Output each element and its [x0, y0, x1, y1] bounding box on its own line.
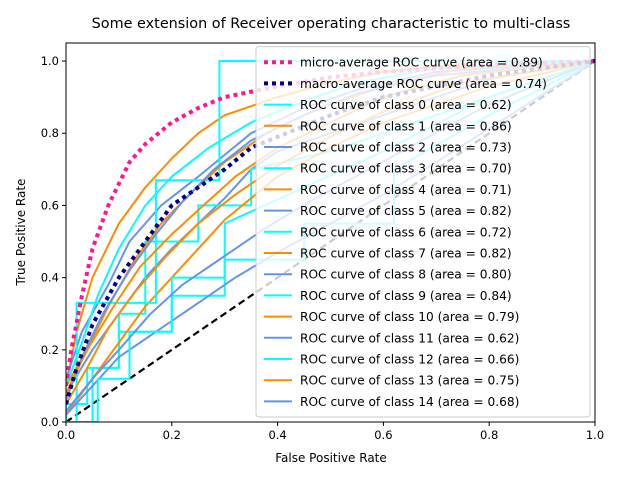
y-tick-label: 0.6: [41, 198, 59, 212]
legend-label-15: ROC curve of class 13 (area = 0.75): [300, 374, 519, 388]
legend-label-16: ROC curve of class 14 (area = 0.68): [300, 395, 519, 409]
legend-label-2: ROC curve of class 0 (area = 0.62): [300, 98, 512, 112]
plot-frame: [65, 42, 596, 423]
x-tick-label: 0.6: [374, 428, 392, 442]
series-line-0: [66, 59, 595, 387]
x-tick-label: 0.4: [268, 428, 286, 442]
legend-label-11: ROC curve of class 9 (area = 0.84): [300, 289, 512, 303]
y-tick-label: 1.0: [41, 54, 59, 68]
x-tick-label: 0.0: [57, 428, 75, 442]
y-tick-label: 0.0: [41, 415, 59, 429]
y-tick-label: 0.8: [41, 126, 59, 140]
legend-label-10: ROC curve of class 8 (area = 0.80): [300, 268, 512, 282]
legend-label-12: ROC curve of class 10 (area = 0.79): [300, 310, 519, 324]
legend-label-4: ROC curve of class 2 (area = 0.73): [300, 141, 512, 155]
legend-box: [255, 46, 591, 418]
x-tick-label: 1.0: [586, 428, 604, 442]
legend-label-13: ROC curve of class 11 (area = 0.62): [300, 331, 519, 345]
y-axis-label: True Positive Rate: [14, 179, 28, 287]
legend-label-5: ROC curve of class 3 (area = 0.70): [300, 162, 512, 176]
x-tick-label: 0.2: [163, 428, 181, 442]
legend-label-9: ROC curve of class 7 (area = 0.82): [300, 247, 512, 261]
chart-title: Some extension of Receiver operating cha…: [92, 16, 571, 32]
legend-label-14: ROC curve of class 12 (area = 0.66): [300, 353, 519, 367]
legend-label-6: ROC curve of class 4 (area = 0.71): [300, 183, 512, 197]
x-axis-label: False Positive Rate: [275, 451, 387, 465]
x-axis-ticks: 0.0 0.2 0.4 0.6 0.8 1.0: [57, 422, 604, 442]
y-tick-label: 0.4: [41, 271, 59, 285]
legend-label-3: ROC curve of class 1 (area = 0.86): [300, 119, 512, 133]
legend-label-8: ROC curve of class 6 (area = 0.72): [300, 225, 512, 239]
y-axis-ticks: 0.0 0.2 0.4 0.6 0.8 1.0: [41, 54, 66, 429]
y-tick-label: 0.2: [41, 343, 59, 357]
legend-label-7: ROC curve of class 5 (area = 0.82): [300, 204, 512, 218]
legend-label-1: macro-average ROC curve (area = 0.74): [300, 77, 547, 91]
legend: micro-average ROC curve (area = 0.89) mac…: [255, 46, 591, 418]
legend-label-0: micro-average ROC curve (area = 0.89): [300, 56, 543, 70]
x-tick-label: 0.8: [480, 428, 498, 442]
